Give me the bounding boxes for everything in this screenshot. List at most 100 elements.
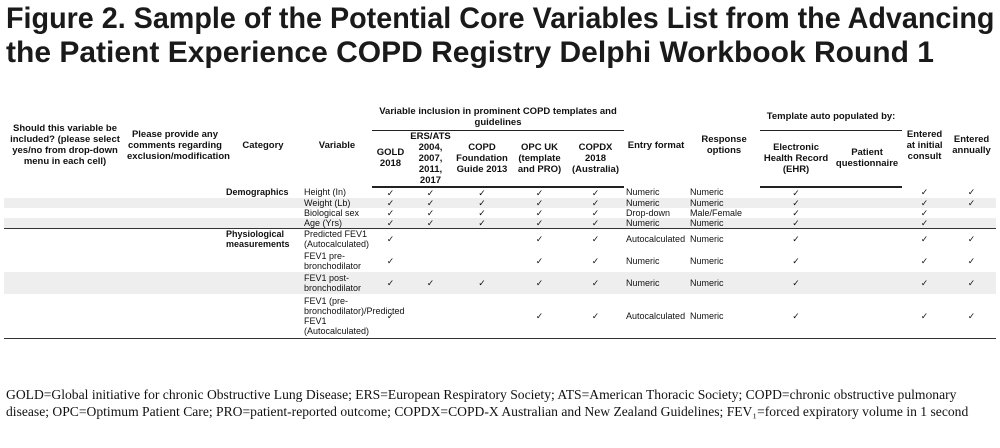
check: ✓ <box>386 234 395 245</box>
check: ✓ <box>478 207 486 218</box>
check: ✓ <box>902 197 948 208</box>
column-header: Entered annually <box>952 134 991 157</box>
check: ✓ <box>591 256 600 266</box>
cell <box>832 294 903 339</box>
cell <box>126 228 224 250</box>
table-head: Should this variable be included? (pleas… <box>4 104 996 188</box>
column-header: Should this variable be included? (pleas… <box>10 123 120 168</box>
cell: Numeric <box>624 197 689 208</box>
check: ✓ <box>760 197 833 208</box>
check: ✓ <box>902 272 948 294</box>
check: ✓ <box>792 187 800 198</box>
header-row: Should this variable be included? (pleas… <box>4 104 996 167</box>
check: ✓ <box>567 217 625 229</box>
check: ✓ <box>372 197 409 208</box>
cell <box>409 250 452 272</box>
check: ✓ <box>567 272 625 294</box>
check: ✓ <box>567 294 625 339</box>
cell <box>4 208 126 218</box>
column-header: Variable <box>318 139 356 151</box>
cell: Numeric <box>624 272 689 294</box>
cell: Height (In) <box>304 187 347 197</box>
check: ✓ <box>426 207 435 218</box>
cell <box>224 250 302 272</box>
check: ✓ <box>920 207 929 218</box>
check: ✓ <box>591 207 600 218</box>
cell <box>832 250 902 272</box>
column-header: Patient questionnaire <box>832 130 903 188</box>
check: ✓ <box>512 217 567 229</box>
check: ✓ <box>452 217 512 229</box>
check: ✓ <box>372 294 409 339</box>
cell: Numeric <box>690 256 724 266</box>
check: ✓ <box>591 187 600 198</box>
check: ✓ <box>535 256 544 266</box>
cell <box>832 228 902 250</box>
check: ✓ <box>947 272 997 294</box>
cell <box>947 217 997 229</box>
check: ✓ <box>760 294 833 339</box>
check: ✓ <box>409 272 452 294</box>
cell <box>224 294 302 339</box>
cell: Autocalculated <box>626 234 686 245</box>
cell: Biological sex <box>304 207 360 218</box>
column-header: Category <box>242 139 284 151</box>
check: ✓ <box>760 272 833 294</box>
cell <box>832 208 902 218</box>
cell <box>832 272 903 294</box>
table-row: FEV1 pre-bronchodilator ✓ ✓ ✓ Numeric Numeric… <box>4 250 996 272</box>
cell <box>224 208 302 218</box>
cell: FEV1 post-bronchodilator <box>302 272 372 294</box>
cell: Numeric <box>688 197 761 208</box>
column-header: COPDX 2018 (Australia) <box>567 130 625 188</box>
cell: FEV1 (pre-bronchodilator)/Predicted FEV1… <box>302 294 405 339</box>
check: ✓ <box>591 234 600 245</box>
cell <box>126 208 224 218</box>
check: ✓ <box>920 256 929 266</box>
check: ✓ <box>760 217 833 229</box>
column-header: Entry format <box>627 139 685 151</box>
check: ✓ <box>967 234 976 245</box>
header-row: GOLD 2018 ERS/ATS 2004, 2007, 2011, 2017 C… <box>4 130 996 188</box>
title-line: the Patient Experience COPD Registry Del… <box>6 36 934 69</box>
cell: Numeric <box>688 272 761 294</box>
check: ✓ <box>535 207 544 218</box>
cell <box>4 272 126 294</box>
cell: Autocalculated <box>624 294 689 339</box>
cell <box>126 217 224 229</box>
cell: Numeric <box>688 294 761 339</box>
table-row: Biological sex ✓ ✓ ✓ ✓ ✓ Drop-down Male/Female ✓… <box>4 208 996 218</box>
cell: Numeric <box>690 187 724 197</box>
check: ✓ <box>567 197 625 208</box>
cell <box>832 217 903 229</box>
cell: Numeric <box>626 256 660 266</box>
check: ✓ <box>386 187 395 198</box>
check: ✓ <box>920 187 929 197</box>
check: ✓ <box>792 234 800 245</box>
column-header: Response options <box>701 134 747 157</box>
column-header: Entered at initial consult <box>906 128 943 162</box>
cell: FEV1 pre-bronchodilator <box>304 251 362 271</box>
check: ✓ <box>512 272 567 294</box>
column-header: Electronic Health Record (EHR) <box>760 130 833 188</box>
cell: Age (Yrs) <box>302 217 372 229</box>
cell <box>4 294 126 339</box>
check: ✓ <box>372 272 409 294</box>
cell <box>832 197 903 208</box>
cell: Predicted FEV1 (Autocalculated) <box>304 229 370 250</box>
cell <box>126 250 224 272</box>
group-header: Variable inclusion in prominent COPD tem… <box>372 104 625 131</box>
check: ✓ <box>947 197 997 208</box>
check: ✓ <box>947 294 997 339</box>
column-header: Please provide any comments regarding ex… <box>127 128 230 162</box>
cell: Numeric <box>688 217 761 229</box>
check: ✓ <box>452 197 512 208</box>
check: ✓ <box>902 217 948 229</box>
check: ✓ <box>967 256 976 266</box>
cell: Numeric <box>624 217 689 229</box>
group-header: Template auto populated by: <box>760 104 903 131</box>
check: ✓ <box>967 187 976 197</box>
table-row: Demographics Height (In) ✓ ✓ ✓ ✓ ✓ Numeric Numer… <box>4 187 996 198</box>
cell: Numeric <box>690 234 724 245</box>
cell <box>126 294 224 339</box>
